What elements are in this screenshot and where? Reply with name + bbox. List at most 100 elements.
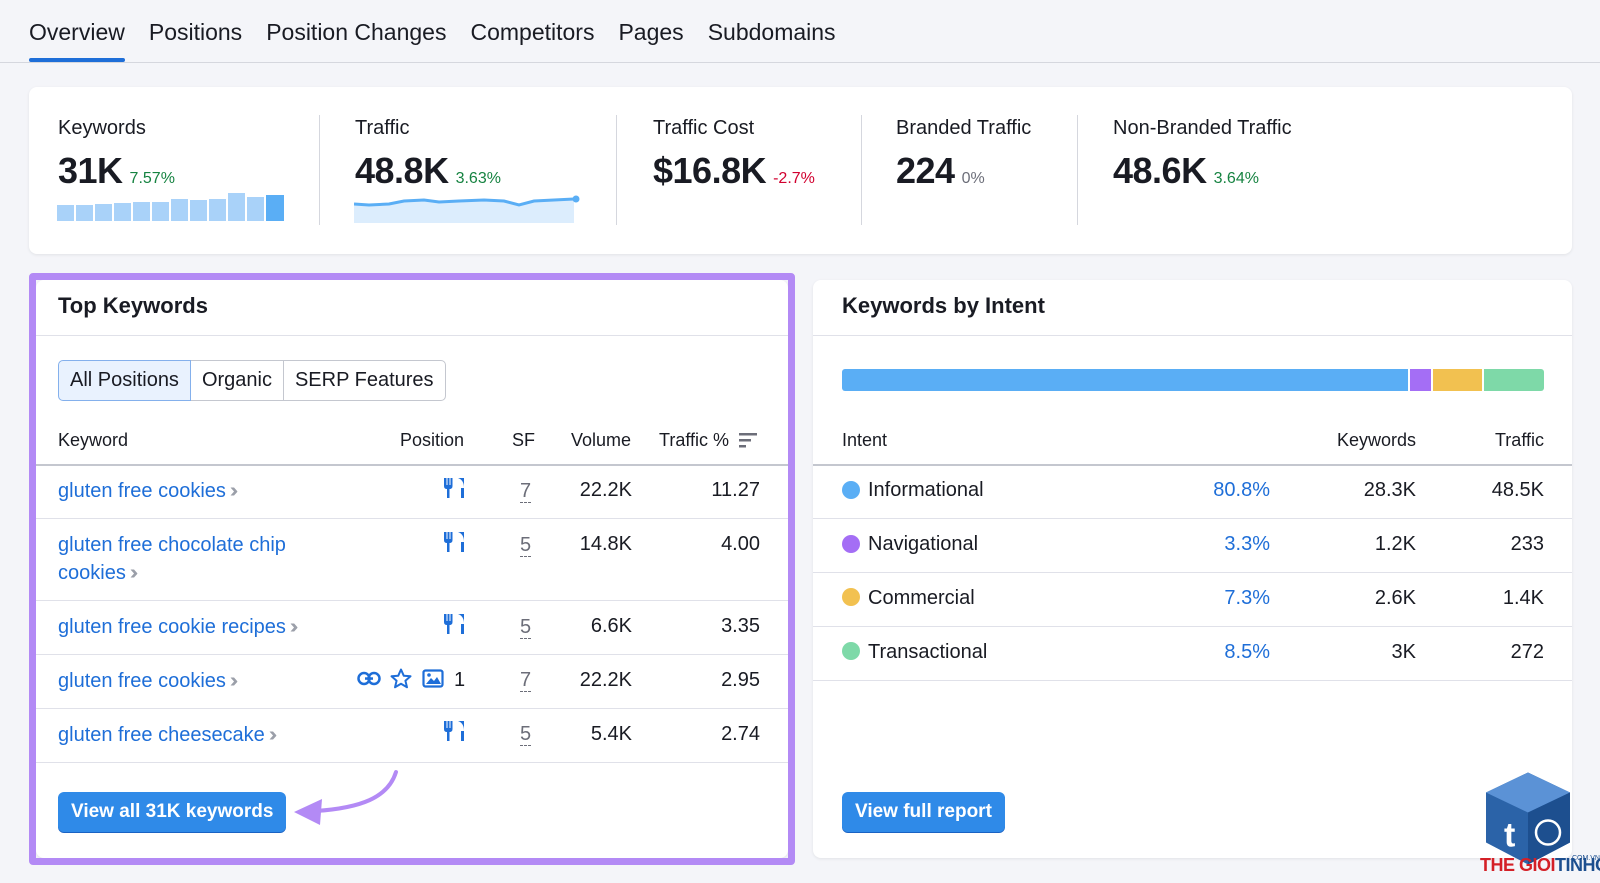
fork-knife-icon [444, 532, 464, 552]
sf-count[interactable]: 7 [520, 480, 532, 503]
chevrons-right-icon[interactable]: ›› [268, 724, 278, 746]
intent-bar-segment[interactable] [1484, 369, 1544, 391]
view-all-keywords-button[interactable]: View all 31K keywords [58, 792, 287, 832]
metric-label: Traffic Cost [653, 117, 755, 139]
col-sf[interactable]: SF [512, 430, 536, 450]
table-row: gluten free cookies ›› [58, 667, 239, 695]
keyword-link[interactable]: gluten free cheesecake [58, 724, 265, 746]
watermark-subtext: .COM.VN [1570, 855, 1600, 862]
col-keyword[interactable]: Keyword [58, 430, 129, 450]
sf-count[interactable]: 5 [520, 534, 532, 557]
intent-bar-segment[interactable] [842, 369, 1410, 391]
tab-positions[interactable]: Positions [148, 19, 243, 45]
col-intent[interactable]: Intent [842, 430, 888, 450]
col-traffic[interactable]: Traffic [1494, 430, 1544, 450]
metric-branded-traffic[interactable]: Branded Traffic 224 0% [896, 117, 1031, 192]
row-divider [813, 572, 1572, 573]
keyword-link[interactable]: gluten free cookies [58, 480, 226, 502]
summary-card: Keywords 31K 7.57% Traffic 48.8K 3.63% [29, 87, 1572, 254]
metric-traffic[interactable]: Traffic 48.8K 3.63% [355, 117, 501, 192]
row-divider [36, 708, 788, 709]
tab-position-changes[interactable]: Position Changes [266, 19, 447, 45]
chevrons-right-icon[interactable]: ›› [229, 480, 239, 502]
metric-delta: 7.57% [129, 170, 175, 187]
intent-traffic: 272 [1510, 641, 1544, 663]
star-icon [390, 668, 412, 689]
chevrons-right-icon[interactable]: ›› [289, 616, 299, 638]
intent-percent-link[interactable]: 3.3% [1224, 533, 1270, 555]
metric-value: 48.8K [355, 150, 449, 191]
col-volume[interactable]: Volume [571, 430, 632, 450]
transactional-dot [842, 642, 860, 660]
tabs-divider [0, 62, 1600, 63]
traffic-value: 2.95 [721, 669, 760, 691]
chevrons-right-icon[interactable]: ›› [129, 562, 139, 584]
traffic-line-sparkline [354, 195, 580, 223]
metric-non-branded-traffic[interactable]: Non-Branded Traffic 48.6K 3.64% [1113, 117, 1292, 192]
sort-icon[interactable] [739, 432, 758, 448]
row-divider [36, 518, 788, 519]
metric-delta: -2.7% [773, 170, 815, 187]
watermark-text-part2: TINHOC [1555, 855, 1600, 875]
keyword-link[interactable]: gluten free chocolate chip cookies [58, 534, 286, 584]
intent-percent-link[interactable]: 8.5% [1224, 641, 1270, 663]
metric-value: $16.8K [653, 150, 767, 191]
intent-bar-segment[interactable] [1409, 369, 1433, 391]
tab-competitors[interactable]: Competitors [470, 19, 595, 45]
annotation-arrow-icon [294, 770, 398, 825]
fork-knife-icon [444, 614, 464, 634]
col-position[interactable]: Position [400, 430, 465, 450]
sf-count[interactable]: 7 [520, 669, 532, 692]
intent-stacked-bar[interactable] [842, 369, 1544, 391]
intent-percent-link[interactable]: 7.3% [1224, 587, 1270, 609]
traffic-value: 4.00 [721, 533, 760, 555]
metric-traffic-cost[interactable]: Traffic Cost $16.8K -2.7% [653, 117, 815, 192]
col-traffic-percent[interactable]: Traffic % [659, 430, 730, 450]
filter-organic[interactable]: Organic [189, 360, 284, 401]
sf-count[interactable]: 5 [520, 616, 532, 639]
metric-divider [1077, 115, 1078, 225]
watermark-logo: t [1486, 772, 1570, 865]
image-icon [422, 669, 444, 688]
metric-divider [319, 115, 320, 225]
metric-value: 224 [896, 150, 955, 191]
filter-all-positions[interactable]: All Positions [58, 360, 191, 401]
keyword-link[interactable]: gluten free cookie recipes [58, 616, 286, 638]
intent-keywords: 1.2K [1374, 533, 1416, 555]
metric-divider [616, 115, 617, 225]
commercial-dot [842, 588, 860, 606]
traffic-value: 2.74 [721, 723, 760, 745]
intent-bar-segment[interactable] [1432, 369, 1485, 391]
volume-value: 5.4K [590, 723, 632, 745]
intent-percent-link[interactable]: 80.8% [1213, 479, 1270, 501]
col-keywords[interactable]: Keywords [1336, 430, 1416, 450]
metric-label: Non-Branded Traffic [1113, 117, 1292, 139]
intent-title: Keywords by Intent [842, 293, 1045, 318]
metric-label: Traffic [355, 117, 410, 139]
watermark-text: THE GIOITINHOC [1480, 855, 1600, 876]
table-row: gluten free cookie recipes ›› [58, 613, 299, 641]
table-row: gluten free cheesecake ›› [58, 721, 278, 749]
filter-serp-features[interactable]: SERP Features [282, 360, 446, 401]
row-divider [813, 518, 1572, 519]
header-divider [36, 464, 788, 466]
metric-label: Keywords [58, 117, 146, 139]
intent-name: Navigational [868, 533, 979, 555]
view-full-report-button[interactable]: View full report [842, 792, 1005, 832]
metric-keywords[interactable]: Keywords 31K 7.57% [58, 117, 175, 192]
chevrons-right-icon[interactable]: ›› [229, 670, 239, 692]
table-row: gluten free chocolate chip cookies ›› [58, 531, 338, 587]
intent-keywords: 28.3K [1363, 479, 1416, 501]
tab-subdomains[interactable]: Subdomains [707, 19, 836, 45]
keyword-link[interactable]: gluten free cookies [58, 670, 226, 692]
volume-value: 6.6K [590, 615, 632, 637]
intent-name: Commercial [868, 587, 975, 609]
traffic-value: 3.35 [721, 615, 760, 637]
tab-overview[interactable]: Overview [29, 0, 125, 62]
metric-value: 48.6K [1113, 150, 1207, 191]
volume-value: 22.2K [579, 669, 632, 691]
sf-count[interactable]: 5 [520, 723, 532, 746]
tab-pages[interactable]: Pages [618, 19, 684, 45]
intent-traffic: 1.4K [1502, 587, 1544, 609]
metric-delta: 3.63% [455, 170, 501, 187]
